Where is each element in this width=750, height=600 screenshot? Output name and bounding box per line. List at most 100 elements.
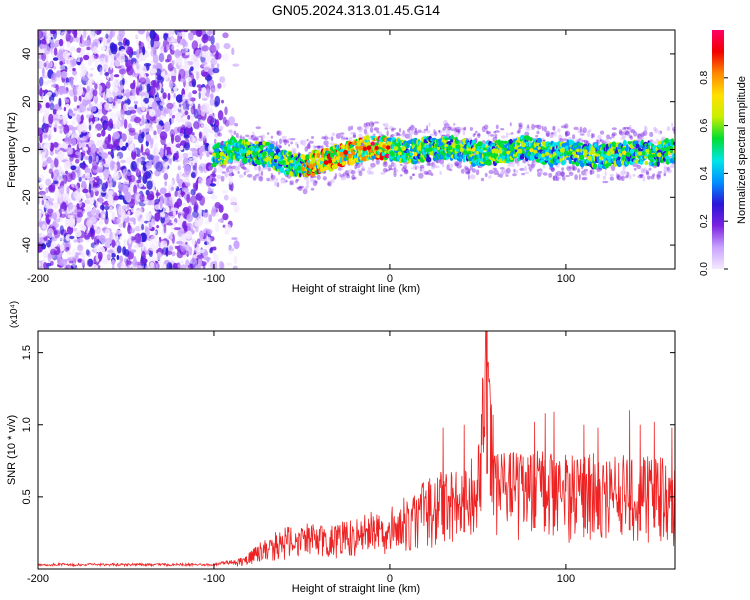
heatmap-cell — [560, 171, 565, 177]
heatmap-cell — [217, 218, 224, 223]
heatmap-cell — [120, 159, 126, 164]
heatmap-cell — [122, 169, 126, 179]
heatmap-cell — [486, 131, 492, 135]
heatmap-cell — [648, 167, 652, 171]
heatmap-cell — [77, 166, 81, 177]
heatmap-cell — [111, 80, 117, 89]
heatmap-cell — [415, 166, 417, 171]
heatmap-cell — [357, 126, 362, 131]
heatmap-cell — [513, 168, 516, 173]
heatmap-cell — [54, 157, 59, 168]
heatmap-cell — [161, 247, 169, 256]
heatmap-cell — [219, 125, 224, 131]
heatmap-cell — [170, 179, 174, 186]
heatmap-cell — [340, 176, 346, 181]
heatmap-cell — [541, 125, 544, 132]
heatmap-cell — [467, 174, 470, 180]
heatmap-cell — [382, 161, 388, 168]
heatmap-cell — [183, 142, 191, 151]
heatmap-cell — [354, 164, 357, 170]
heatmap-cell — [94, 113, 100, 117]
heatmap-cell — [44, 124, 49, 133]
heatmap-cell — [69, 46, 77, 52]
heatmap-cell — [363, 122, 368, 128]
heatmap-cell — [116, 254, 120, 261]
heatmap-cell — [157, 124, 162, 135]
heatmap-cell — [358, 133, 363, 139]
heatmap-cell — [149, 30, 156, 40]
heatmap-cell — [192, 60, 200, 70]
heatmap-cell — [104, 122, 108, 131]
heatmap-cell — [213, 125, 219, 133]
heatmap-cell — [97, 265, 101, 269]
heatmap-cell — [90, 190, 94, 198]
heatmap-cell — [428, 122, 431, 127]
heatmap-cell — [39, 107, 45, 113]
heatmap-cell — [233, 255, 238, 265]
heatmap-cell — [81, 258, 85, 266]
heatmap-cell — [275, 140, 278, 147]
heatmap-cell — [62, 39, 66, 45]
heatmap-cell — [223, 194, 229, 201]
heatmap-cell — [213, 138, 217, 145]
heatmap-cell — [171, 133, 174, 144]
heatmap-cell — [198, 176, 203, 186]
heatmap-cell — [206, 229, 213, 235]
heatmap-cell — [49, 30, 56, 35]
heatmap-cell — [380, 172, 386, 175]
heatmap-cell — [39, 87, 43, 97]
heatmap-cell — [87, 258, 94, 267]
heatmap-cell — [63, 160, 71, 171]
heatmap-cell — [572, 134, 576, 140]
heatmap-cell — [187, 251, 191, 255]
heatmap-cell — [208, 30, 212, 36]
heatmap-cell — [93, 244, 100, 253]
heatmap-cell — [163, 172, 169, 181]
heatmap-cell — [364, 125, 370, 130]
heatmap-cell — [167, 142, 173, 148]
heatmap-cell — [666, 126, 671, 131]
heatmap-cell — [164, 149, 168, 157]
heatmap-cell — [50, 248, 57, 256]
heatmap-cell — [250, 134, 257, 141]
heatmap-cell — [86, 99, 92, 104]
heatmap-cell — [657, 171, 663, 174]
heatmap-cell — [41, 38, 47, 45]
heatmap-cell — [170, 186, 174, 191]
heatmap-cell — [221, 190, 228, 194]
heatmap-cell — [96, 200, 99, 209]
heatmap-cell — [599, 130, 605, 135]
heatmap-cell — [328, 137, 332, 140]
heatmap-cell — [339, 174, 345, 178]
heatmap-cell — [38, 232, 45, 238]
heatmap-cell — [291, 147, 297, 154]
heatmap-cell — [95, 155, 99, 163]
heatmap-cell — [611, 132, 617, 137]
heatmap-cell — [44, 134, 48, 138]
heatmap-cell — [396, 169, 399, 173]
heatmap-cell — [61, 90, 69, 95]
heatmap-cell — [139, 208, 143, 216]
heatmap-cell — [199, 230, 204, 239]
heatmap-cell — [202, 103, 209, 113]
heatmap-cell — [159, 199, 163, 209]
heatmap-cell — [480, 177, 485, 182]
heatmap-cell — [556, 176, 562, 180]
heatmap-cell — [204, 209, 208, 213]
heatmap-cell — [150, 37, 154, 48]
heatmap-cell — [76, 203, 80, 210]
heatmap-cell — [314, 145, 318, 148]
heatmap-cell — [112, 131, 120, 140]
heatmap-cell — [130, 249, 137, 253]
heatmap-cell — [283, 178, 288, 184]
heatmap-cell — [136, 153, 141, 158]
heatmap-cell — [95, 116, 99, 123]
heatmap-cell — [183, 164, 192, 175]
heatmap-cell — [166, 36, 174, 43]
heatmap-cell — [609, 173, 614, 177]
heatmap-cell — [244, 168, 250, 173]
heatmap-cell — [246, 173, 253, 178]
heatmap-cell — [178, 68, 186, 79]
